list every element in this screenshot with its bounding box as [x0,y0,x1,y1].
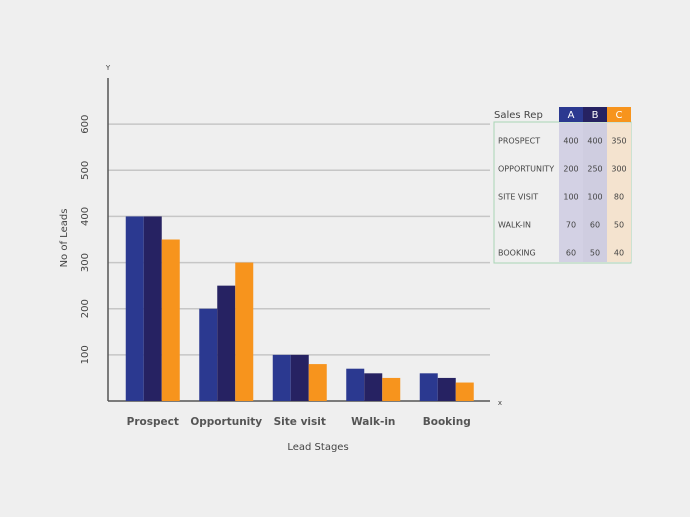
bar [419,373,438,401]
table-cell: 400 [587,137,602,146]
table-cell: 80 [614,193,624,202]
table-cell: 100 [563,193,578,202]
bar [161,239,180,401]
table-cell: 100 [587,193,602,202]
table-cell: 70 [566,221,576,230]
table-column-header: B [592,110,599,121]
x-tick-label: Walk-in [351,416,395,428]
table-header-cell [607,107,631,122]
table-cell: 400 [563,137,578,146]
x-tick-label: Booking [423,416,471,428]
y-axis-marker: Y [105,64,111,72]
y-tick-label: 300 [80,253,91,272]
bar [382,377,401,401]
bar [364,373,383,401]
table-row-label: BOOKING [498,249,536,258]
table-row-label: PROSPECT [498,137,540,146]
table-header-cell [559,107,583,122]
table-column-header: A [568,110,575,121]
x-tick-label: Site visit [274,416,326,428]
bar [125,216,144,401]
x-tick-label: Prospect [127,416,179,428]
table-cell: 60 [590,221,600,230]
bar [455,382,474,401]
y-axis-title: No of Leads [59,209,70,268]
x-tick-label: Opportunity [190,416,262,428]
bar [199,308,218,401]
table-cell: 40 [614,249,624,258]
table-cell: 60 [566,249,576,258]
table-cell: 200 [563,165,578,174]
x-axis-marker: x [498,399,502,407]
bar [217,285,236,401]
y-tick-label: 600 [80,115,91,134]
table-row-label: OPPORTUNITY [498,165,554,174]
table-column-header: C [616,110,623,121]
table-cell: 50 [590,249,600,258]
table-cell: 250 [587,165,602,174]
table-cell: 300 [611,165,626,174]
bar [235,262,254,401]
y-tick-label: 100 [80,345,91,364]
y-tick-label: 400 [80,207,91,226]
bar [272,354,291,401]
bar [308,364,327,401]
bar [437,377,456,401]
bar [290,354,309,401]
bar [346,368,365,401]
table-cell: 350 [611,137,626,146]
table-header-cell [583,107,607,122]
table-row-label: SITE VISIT [498,193,538,202]
y-tick-label: 200 [80,299,91,318]
bar [143,216,162,401]
table-column-shade [583,123,607,262]
table-column-shade [559,123,583,262]
table-column-shade [607,123,631,262]
x-axis-title: Lead Stages [287,442,348,453]
table-row-label: WALK-IN [498,221,531,230]
y-tick-label: 500 [80,161,91,180]
table-header: Sales Rep [494,110,543,121]
table-cell: 50 [614,221,624,230]
